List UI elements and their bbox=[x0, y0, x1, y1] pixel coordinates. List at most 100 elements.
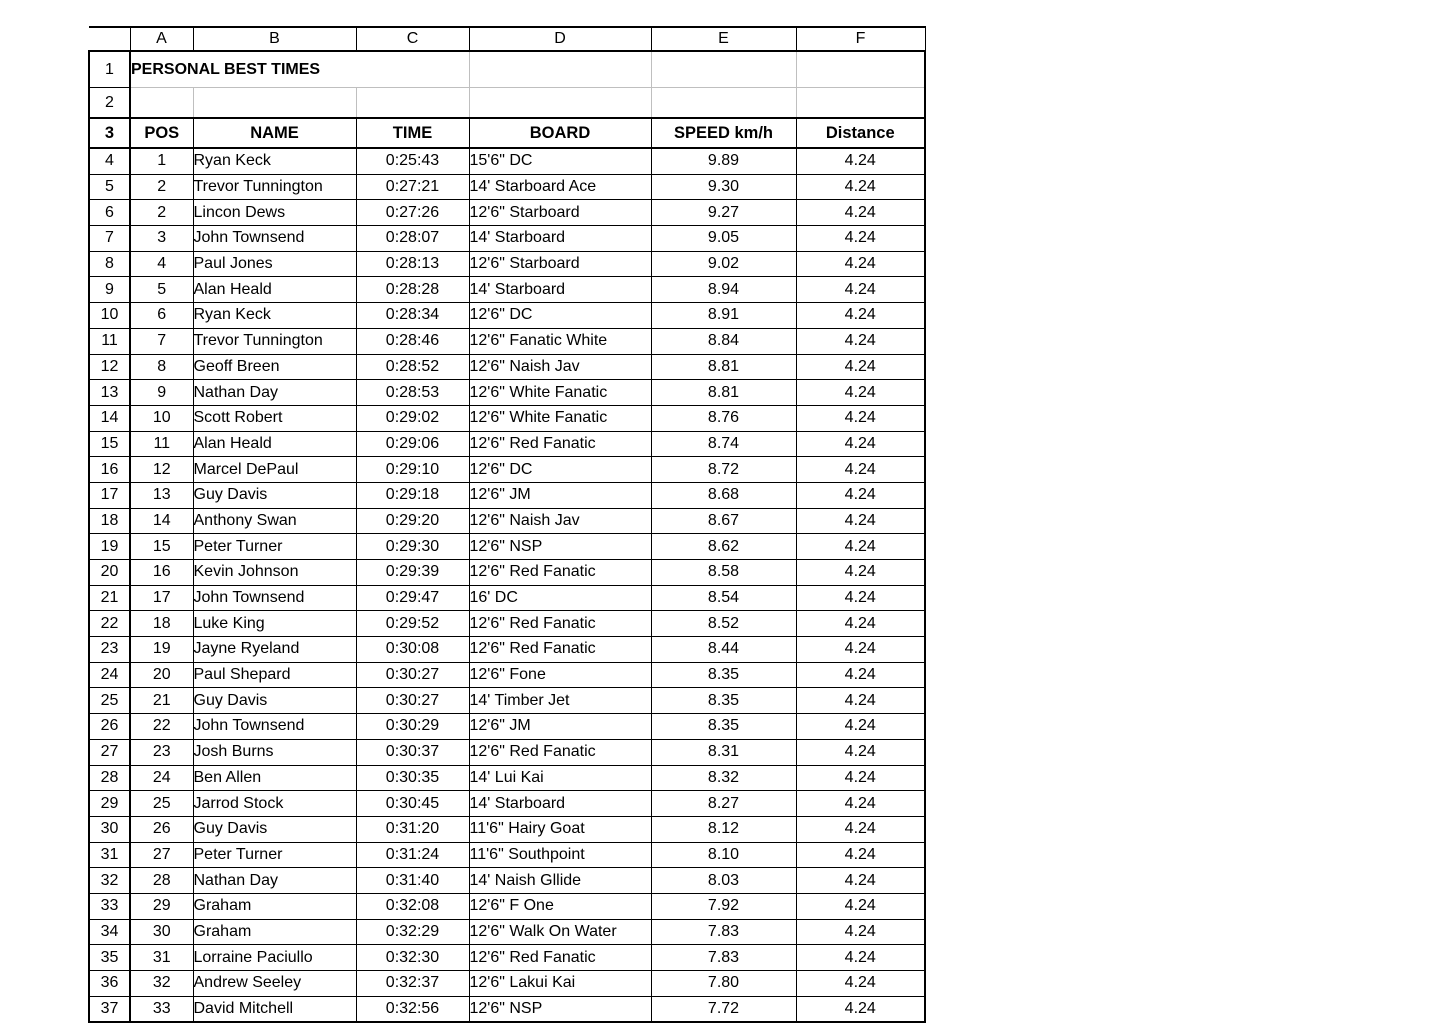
cell-time[interactable]: 0:29:10 bbox=[355, 456, 470, 483]
header-cell-pos[interactable]: POS bbox=[130, 118, 193, 149]
cell-time[interactable]: 0:29:06 bbox=[355, 431, 470, 458]
cell-board[interactable]: 12'6" JM bbox=[469, 713, 651, 740]
cell-pos[interactable]: 3 bbox=[130, 225, 193, 252]
cell-time[interactable]: 0:27:26 bbox=[355, 199, 470, 227]
cell-pos[interactable]: 31 bbox=[130, 944, 193, 971]
cell-pos[interactable]: 33 bbox=[130, 996, 193, 1023]
table-row[interactable]: 35 31 Lorraine Paciullo 0:32:30 12'6" Red Fa… bbox=[88, 944, 926, 971]
cell-speed[interactable]: 8.58 bbox=[650, 559, 796, 586]
cell-speed[interactable]: 8.68 bbox=[650, 482, 796, 509]
cell-speed[interactable]: 9.27 bbox=[650, 199, 796, 227]
cell-pos[interactable]: 10 bbox=[130, 405, 193, 432]
cell-pos[interactable]: 20 bbox=[130, 662, 193, 689]
table-row[interactable]: 11 7 Trevor Tunnington 0:28:46 12'6" Fanatic… bbox=[88, 328, 926, 355]
column-header-b[interactable]: B bbox=[192, 26, 356, 52]
cell-pos[interactable]: 16 bbox=[130, 559, 193, 586]
cell-board[interactable]: 12'6" Fanatic White bbox=[469, 328, 651, 355]
row-header-27[interactable]: 27 bbox=[88, 739, 131, 766]
cell-distance[interactable]: 4.24 bbox=[795, 379, 926, 406]
cell-pos[interactable]: 2 bbox=[130, 174, 193, 201]
cell-pos[interactable]: 19 bbox=[130, 636, 193, 663]
cell-time[interactable]: 0:32:37 bbox=[355, 970, 470, 997]
cell-board[interactable]: 14' Starboard Ace bbox=[469, 174, 651, 201]
cell-time[interactable]: 0:31:20 bbox=[355, 816, 470, 843]
cell-board[interactable]: 12'6" Fone bbox=[469, 662, 651, 689]
row-header-28[interactable]: 28 bbox=[88, 765, 131, 792]
cell-name[interactable]: Guy Davis bbox=[192, 816, 356, 843]
cell-pos[interactable]: 24 bbox=[130, 765, 193, 792]
cell-board[interactable]: 12'6" Naish Jav bbox=[469, 354, 651, 381]
cell-board[interactable]: 12'6" DC bbox=[469, 302, 651, 329]
cell-pos[interactable]: 25 bbox=[130, 790, 193, 817]
row-header-4[interactable]: 4 bbox=[88, 148, 131, 175]
cell-speed[interactable]: 8.35 bbox=[650, 687, 796, 715]
table-row[interactable]: 7 3 John Townsend 0:28:07 14' Starboard 9.05 4… bbox=[88, 225, 926, 252]
column-header-a[interactable]: A bbox=[129, 26, 193, 52]
row-header-5[interactable]: 5 bbox=[88, 174, 131, 201]
cell-b2[interactable] bbox=[192, 87, 356, 119]
cell-time[interactable]: 0:28:07 bbox=[355, 225, 470, 252]
cell-time[interactable]: 0:25:43 bbox=[355, 148, 470, 175]
cell-distance[interactable]: 4.24 bbox=[795, 559, 926, 586]
cell-speed[interactable]: 7.83 bbox=[650, 944, 796, 971]
select-all-corner[interactable] bbox=[89, 26, 130, 52]
cell-speed[interactable]: 9.05 bbox=[650, 225, 796, 252]
table-row[interactable]: 33 29 Graham 0:32:08 12'6" F One 7.92 4.24 bbox=[88, 893, 926, 920]
cell-distance[interactable]: 4.24 bbox=[795, 713, 926, 740]
cell-pos[interactable]: 30 bbox=[130, 919, 193, 946]
row-header-16[interactable]: 16 bbox=[88, 456, 131, 483]
cell-speed[interactable]: 9.89 bbox=[650, 148, 796, 175]
cell-name[interactable]: Lorraine Paciullo bbox=[192, 944, 356, 971]
cell-time[interactable]: 0:32:30 bbox=[355, 944, 470, 971]
cell-distance[interactable]: 4.24 bbox=[795, 328, 926, 355]
cell-pos[interactable]: 32 bbox=[130, 970, 193, 997]
table-row[interactable]: 8 4 Paul Jones 0:28:13 12'6" Starboard 9.02 4.… bbox=[88, 251, 926, 278]
cell-time[interactable]: 0:30:29 bbox=[355, 713, 470, 740]
table-row[interactable]: 37 33 David Mitchell 0:32:56 12'6" NSP 7.72 4.… bbox=[88, 996, 926, 1023]
cell-speed[interactable]: 8.54 bbox=[650, 585, 796, 612]
table-row[interactable]: 30 26 Guy Davis 0:31:20 11'6" Hairy Goat 8.12… bbox=[88, 816, 926, 843]
cell-pos[interactable]: 29 bbox=[130, 893, 193, 920]
cell-time[interactable]: 0:29:20 bbox=[355, 508, 470, 535]
cell-name[interactable]: Guy Davis bbox=[192, 482, 356, 509]
header-cell-time[interactable]: TIME bbox=[355, 118, 469, 149]
cell-distance[interactable]: 4.24 bbox=[795, 970, 926, 997]
cell-pos[interactable]: 1 bbox=[130, 148, 193, 175]
cell-time[interactable]: 0:29:52 bbox=[355, 610, 470, 638]
row-header-36[interactable]: 36 bbox=[88, 970, 131, 997]
cell-name[interactable]: Marcel DePaul bbox=[192, 456, 356, 483]
cell-distance[interactable]: 4.24 bbox=[795, 251, 926, 278]
cell-board[interactable]: 14' Timber Jet bbox=[469, 687, 651, 715]
header-cell-distance[interactable]: Distance bbox=[795, 118, 926, 149]
cell-name[interactable]: Ryan Keck bbox=[192, 302, 356, 329]
row-header-2[interactable]: 2 bbox=[88, 87, 131, 119]
cell-speed[interactable]: 8.31 bbox=[650, 739, 796, 766]
cell-distance[interactable]: 4.24 bbox=[795, 585, 926, 612]
cell-speed[interactable]: 8.91 bbox=[650, 302, 796, 329]
cell-board[interactable]: 12'6" Walk On Water bbox=[469, 919, 651, 946]
cell-speed[interactable]: 8.35 bbox=[650, 713, 796, 740]
cell-board[interactable]: 12'6" Starboard bbox=[469, 251, 651, 278]
cell-name[interactable]: Ryan Keck bbox=[192, 148, 356, 175]
cell-distance[interactable]: 4.24 bbox=[795, 302, 926, 329]
table-row[interactable]: 14 10 Scott Robert 0:29:02 12'6" White Fanat… bbox=[88, 405, 926, 432]
cell-board[interactable]: 12'6" Starboard bbox=[469, 199, 651, 227]
cell-distance[interactable]: 4.24 bbox=[795, 354, 926, 381]
cell-distance[interactable]: 4.24 bbox=[795, 148, 926, 175]
cell-time[interactable]: 0:28:28 bbox=[355, 276, 470, 304]
header-cell-board[interactable]: BOARD bbox=[468, 118, 651, 149]
cell-pos[interactable]: 11 bbox=[130, 431, 193, 458]
cell-board[interactable]: 11'6" Hairy Goat bbox=[469, 816, 651, 843]
cell-time[interactable]: 0:29:47 bbox=[355, 585, 470, 612]
cell-board[interactable]: 15'6" DC bbox=[469, 148, 651, 175]
row-header-17[interactable]: 17 bbox=[88, 482, 131, 509]
cell-board[interactable]: 12'6" White Fanatic bbox=[469, 405, 651, 432]
row-header-30[interactable]: 30 bbox=[88, 816, 131, 843]
cell-speed[interactable]: 8.84 bbox=[650, 328, 796, 355]
cell-board[interactable]: 12'6" DC bbox=[469, 456, 651, 483]
sheet-title[interactable]: PERSONAL BEST TIMES bbox=[130, 50, 469, 88]
cell-distance[interactable]: 4.24 bbox=[795, 867, 926, 894]
cell-board[interactable]: 14' Starboard bbox=[469, 790, 651, 817]
cell-speed[interactable]: 8.44 bbox=[650, 636, 796, 663]
cell-time[interactable]: 0:29:02 bbox=[355, 405, 470, 432]
